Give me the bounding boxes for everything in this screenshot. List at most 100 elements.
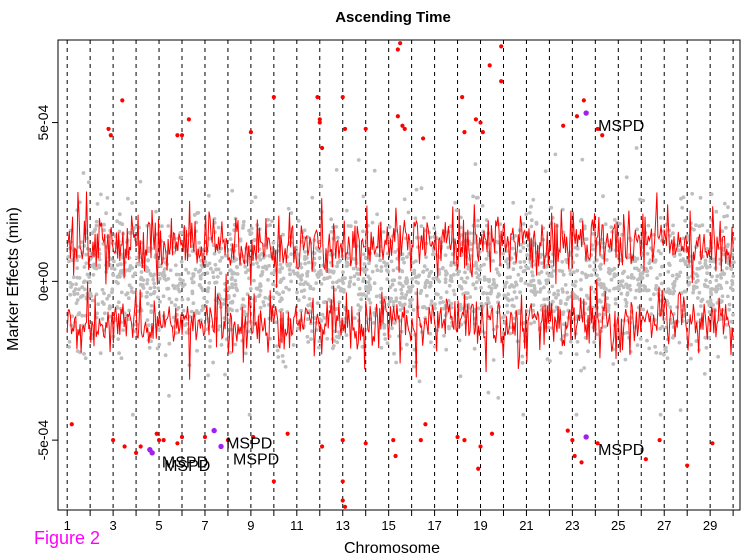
marker-point [714,209,719,214]
marker-point [370,220,375,225]
significant-point [393,453,398,459]
marker-point [299,265,304,270]
significant-point [600,133,605,138]
marker-point [115,305,120,309]
marker-point [317,345,321,350]
marker-point [130,201,135,205]
marker-point [221,302,226,306]
marker-point [118,221,122,225]
marker-point [465,276,470,280]
marker-point [279,296,284,301]
marker-point [653,344,657,349]
marker-point [200,304,205,309]
marker-point [281,232,285,237]
marker-point [597,277,602,282]
marker-point [606,306,611,311]
marker-point [352,282,357,287]
marker-point [422,264,427,269]
marker-point [208,338,213,343]
marker-point [532,283,537,288]
marker-point [79,240,84,245]
marker-point [303,261,308,266]
marker-point [584,293,589,298]
significant-point [595,441,600,446]
marker-point [181,278,185,283]
marker-point [163,353,168,358]
marker-point [148,292,153,297]
marker-point [654,350,659,355]
marker-point [452,272,456,277]
marker-point [628,238,633,243]
marker-point [315,301,320,305]
marker-point [635,343,640,347]
marker-point [491,277,496,282]
marker-point [271,282,275,287]
marker-point [309,337,313,341]
marker-point [546,278,550,283]
marker-point [698,195,703,200]
marker-point [411,308,416,312]
marker-point [97,255,101,259]
marker-point [149,303,154,308]
marker-point [81,280,86,285]
marker-point [705,229,710,233]
marker-point [491,259,495,263]
marker-point [257,294,261,298]
marker-point [550,284,555,289]
marker-point [591,231,595,236]
marker-point [697,266,702,271]
marker-point [486,297,490,302]
marker-point [115,219,119,224]
marker-point [390,278,395,283]
marker-point [428,331,433,336]
marker-point [213,262,218,267]
marker-point [259,273,263,278]
marker-point [312,261,317,266]
marker-point [707,310,712,314]
marker-point [658,216,663,220]
marker-point [422,215,426,220]
marker-point [110,287,115,292]
significant-point [499,79,504,84]
marker-point [195,211,200,216]
marker-point [233,282,238,287]
marker-point [254,286,259,291]
marker-point [637,289,642,294]
marker-point [471,282,476,286]
marker-point [295,290,299,295]
marker-point [696,312,701,317]
marker-point [694,339,699,343]
marker-point [689,342,693,347]
significant-point [423,422,428,427]
marker-point [378,293,382,298]
marker-point [574,412,579,417]
significant-point [175,441,180,446]
marker-point [543,169,548,174]
marker-point [411,364,416,369]
marker-point [429,340,433,345]
marker-point [723,335,728,340]
marker-point [731,274,736,278]
marker-effect-points [66,146,736,417]
marker-point [335,235,340,240]
significant-point [342,504,348,509]
marker-point [427,285,432,289]
marker-point [674,276,679,281]
marker-point [243,351,248,356]
marker-point [361,266,366,271]
marker-point [524,212,529,217]
marker-point [464,296,469,301]
marker-point [119,290,124,295]
marker-point [206,373,211,378]
marker-point [704,345,709,350]
marker-point [203,260,208,264]
marker-point [260,270,265,274]
marker-point [302,288,307,293]
marker-point [83,356,88,361]
marker-point [356,303,361,307]
marker-point [612,266,617,271]
marker-point [278,280,283,285]
marker-point [402,260,406,265]
marker-point [675,272,679,277]
marker-point [664,345,668,350]
